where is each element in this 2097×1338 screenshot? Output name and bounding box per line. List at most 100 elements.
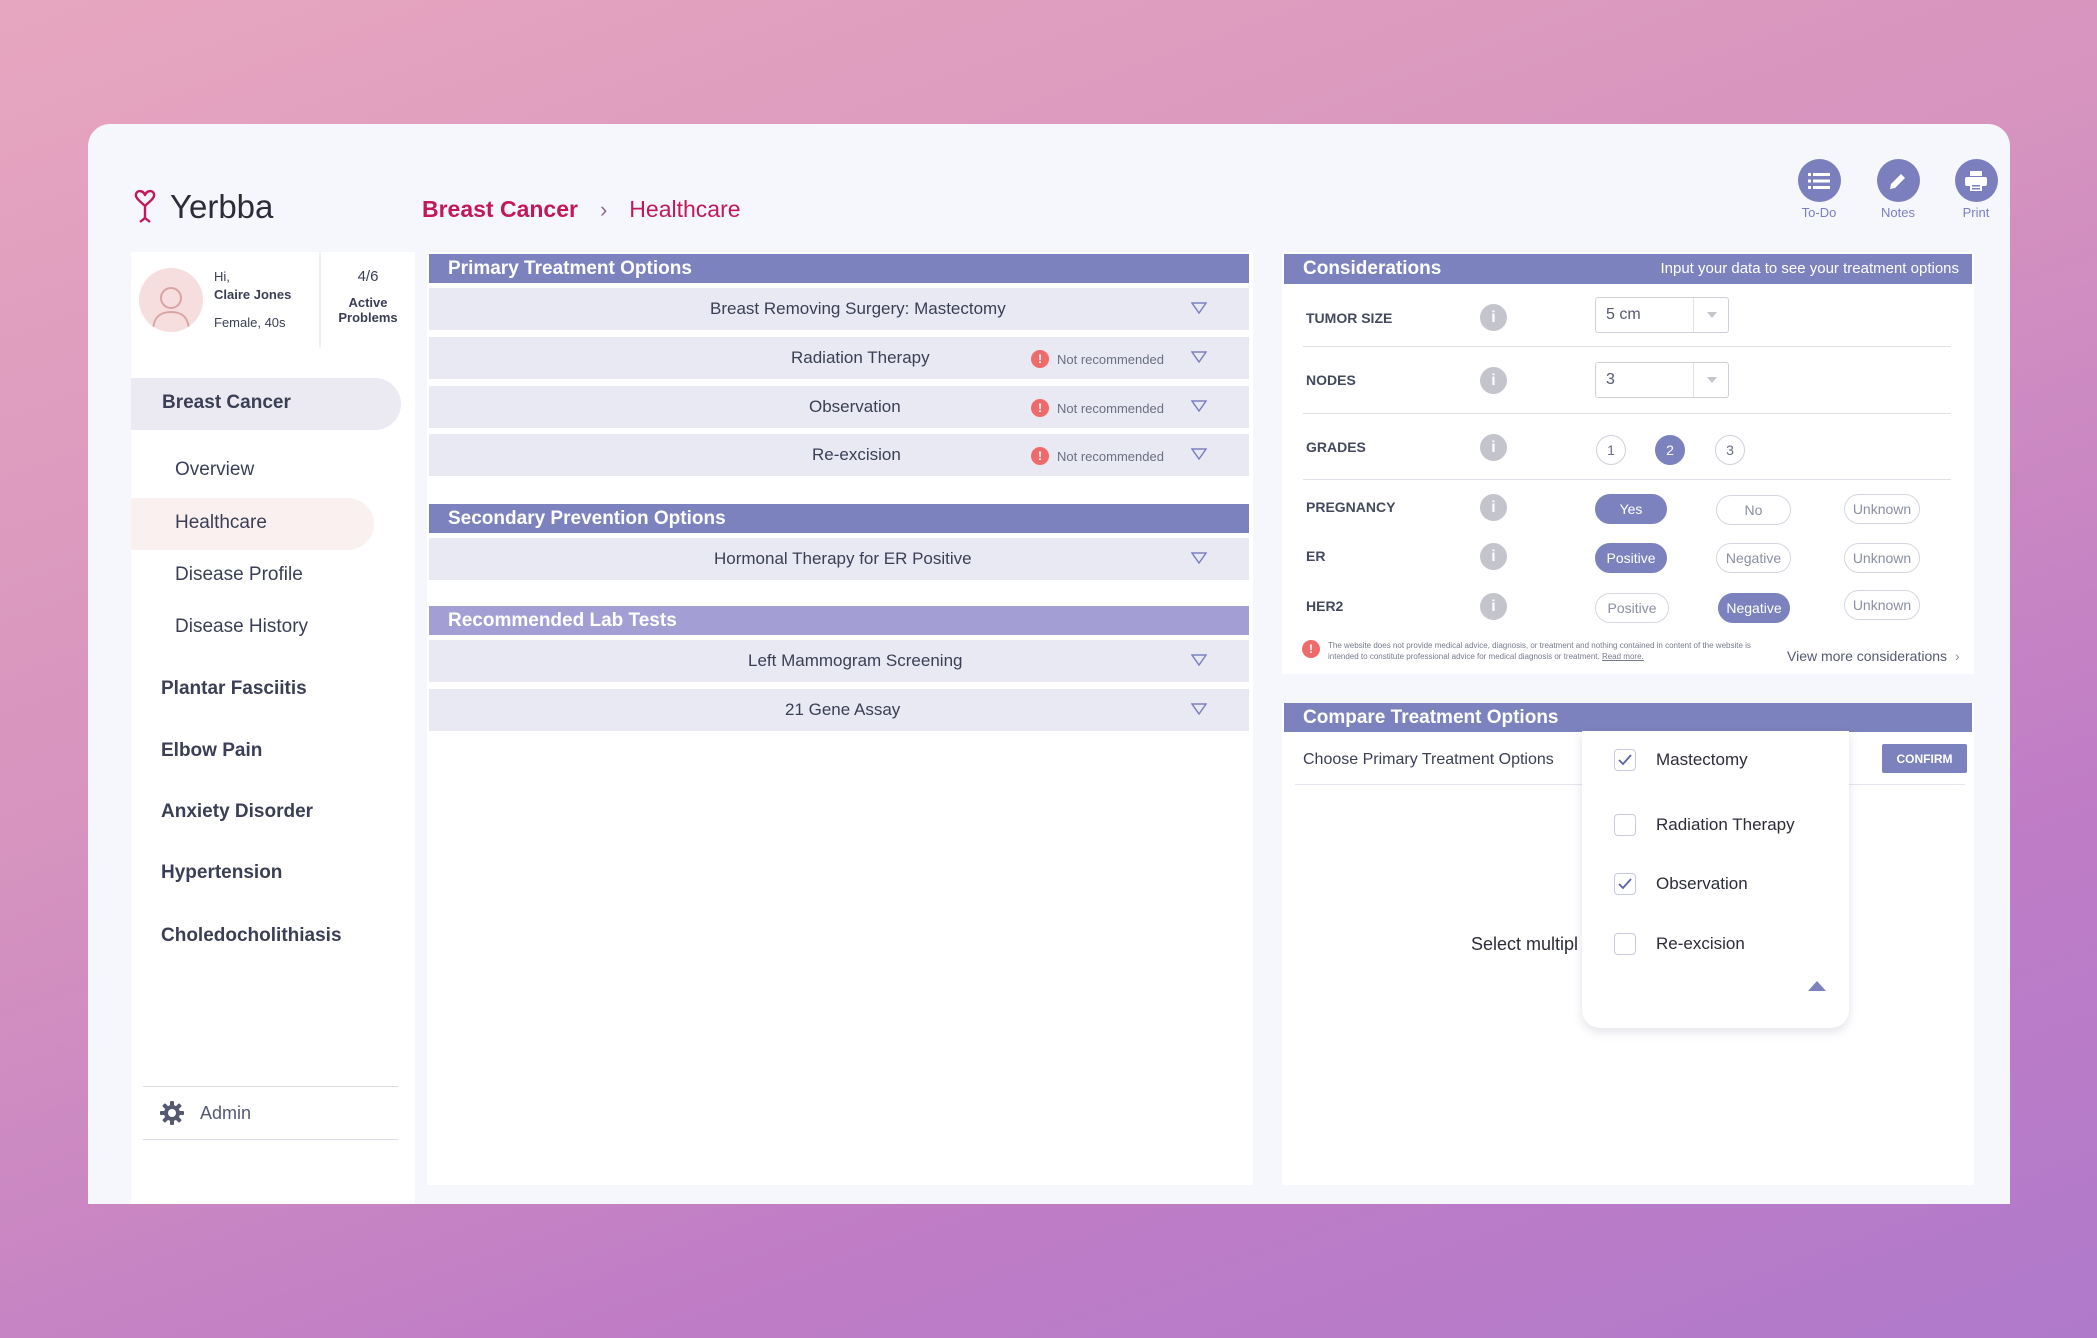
tumor-size-select[interactable]: 5 cm [1595, 297, 1729, 333]
lab-label: 21 Gene Assay [785, 700, 901, 719]
considerations-panel: Considerations Input your data to see yo… [1282, 252, 1974, 674]
chevron-down-icon [1191, 552, 1207, 564]
her2-label: HER2 [1306, 598, 1344, 614]
sidebar-subitem-overview[interactable]: Overview [175, 459, 255, 480]
treatment-label: Radiation Therapy [791, 348, 930, 367]
sidebar-item-breast-cancer[interactable]: Breast Cancer [131, 378, 401, 430]
pregnancy-no-option[interactable]: No [1716, 495, 1791, 525]
notes-label: Notes [1881, 205, 1915, 220]
tumor-size-label: TUMOR SIZE [1306, 310, 1393, 326]
primary-treatment-header: Primary Treatment Options [429, 254, 1249, 283]
info-icon[interactable]: i [1480, 593, 1507, 620]
treatment-label: Re-excision [812, 445, 901, 464]
caret-down-icon [1693, 298, 1729, 332]
problems-label-1: Active [348, 295, 388, 310]
lab-row-gene-assay[interactable]: 21 Gene Assay [429, 689, 1249, 731]
chevron-down-icon [1191, 448, 1207, 460]
chevron-right-icon: › [1954, 648, 1960, 664]
lab-row-mammogram[interactable]: Left Mammogram Screening [429, 640, 1249, 682]
active-problems[interactable]: 4/6 Active Problems [321, 252, 415, 348]
her2-positive-option[interactable]: Positive [1595, 593, 1669, 623]
sidebar-subitem-healthcare[interactable]: Healthcare [175, 512, 267, 533]
er-unknown-option[interactable]: Unknown [1844, 543, 1920, 573]
chevron-down-icon [1191, 703, 1207, 715]
sidebar-item-choledocholithiasis[interactable]: Choledocholithiasis [161, 925, 342, 946]
caret-up-icon[interactable] [1808, 981, 1826, 991]
option-label: Radiation Therapy [1656, 815, 1795, 834]
breadcrumb-page: Healthcare [629, 196, 741, 222]
treatment-options-panel: Primary Treatment Options Breast Removin… [427, 252, 1253, 1185]
checkbox-checked-icon[interactable] [1614, 873, 1636, 895]
view-more-considerations-link[interactable]: View more considerations › [1787, 648, 1960, 664]
person-icon [152, 287, 190, 332]
checkbox-icon[interactable] [1614, 814, 1636, 836]
er-positive-option[interactable]: Positive [1595, 543, 1667, 573]
info-icon[interactable]: i [1480, 434, 1507, 461]
secondary-prevention-header: Secondary Prevention Options [429, 504, 1249, 533]
option-observation[interactable]: Observation [1614, 873, 1748, 895]
read-more-link[interactable]: Read more. [1601, 652, 1644, 661]
admin-link[interactable]: Admin [143, 1086, 398, 1140]
select-multiple-placeholder: Select multipl [1471, 934, 1579, 954]
option-label: Observation [1656, 874, 1748, 893]
notes-button[interactable]: Notes [1863, 159, 1933, 220]
compare-header: Compare Treatment Options [1284, 703, 1972, 732]
treatment-row-radiation[interactable]: Radiation Therapy ! Not recommended [429, 337, 1249, 379]
sidebar-subitem-disease-profile[interactable]: Disease Profile [175, 564, 303, 585]
caret-down-icon [1693, 363, 1729, 397]
profile-info[interactable]: Hi, Claire Jones Female, 40s [131, 252, 321, 348]
patient-name: Claire Jones [214, 287, 292, 302]
nodes-select[interactable]: 3 [1595, 362, 1729, 398]
option-radiation-therapy[interactable]: Radiation Therapy [1614, 814, 1795, 836]
considerations-header: Considerations Input your data to see yo… [1284, 254, 1972, 284]
info-icon[interactable]: i [1480, 494, 1507, 521]
considerations-title: Considerations [1303, 258, 1442, 279]
status-badge: ! Not recommended [1031, 399, 1164, 417]
treatment-row-observation[interactable]: Observation ! Not recommended [429, 386, 1249, 428]
logo[interactable]: Yerbba [130, 188, 273, 226]
sidebar-item-anxiety-disorder[interactable]: Anxiety Disorder [161, 801, 314, 822]
checkbox-checked-icon[interactable] [1614, 749, 1636, 771]
her2-negative-option[interactable]: Negative [1718, 593, 1790, 623]
confirm-button[interactable]: CONFIRM [1882, 744, 1967, 773]
choose-label: Choose Primary Treatment Options [1303, 751, 1554, 768]
prevention-row-hormonal[interactable]: Hormonal Therapy for ER Positive [429, 538, 1249, 580]
divider [1303, 346, 1951, 347]
pregnancy-unknown-option[interactable]: Unknown [1844, 494, 1920, 524]
problems-count: 4/6 [357, 268, 379, 285]
treatment-row-re-excision[interactable]: Re-excision ! Not recommended [429, 434, 1249, 476]
sidebar-item-elbow-pain[interactable]: Elbow Pain [161, 740, 263, 761]
her2-unknown-option[interactable]: Unknown [1844, 590, 1920, 620]
pregnancy-label: PREGNANCY [1306, 499, 1396, 515]
sidebar-item-hypertension[interactable]: Hypertension [161, 862, 283, 883]
sidebar-item-plantar-fasciitis[interactable]: Plantar Fasciitis [161, 678, 307, 699]
sidebar-subitem-disease-history[interactable]: Disease History [175, 616, 309, 637]
print-label: Print [1962, 205, 1990, 220]
info-icon[interactable]: i [1480, 543, 1507, 570]
printer-icon [1954, 159, 1998, 202]
patient-details: Female, 40s [214, 315, 286, 330]
treatment-label: Breast Removing Surgery: Mastectomy [710, 299, 1006, 318]
print-button[interactable]: Print [1941, 159, 2010, 220]
info-icon[interactable]: i [1480, 304, 1507, 331]
todo-button[interactable]: To-Do [1784, 159, 1854, 220]
info-icon[interactable]: i [1480, 367, 1507, 394]
grade-2-option[interactable]: 2 [1655, 435, 1685, 465]
nodes-value: 3 [1606, 371, 1615, 388]
checkbox-icon[interactable] [1614, 933, 1636, 955]
view-more-label: View more considerations [1787, 648, 1948, 664]
chevron-right-icon: › [599, 196, 608, 222]
grade-3-option[interactable]: 3 [1715, 435, 1745, 465]
breadcrumb-section[interactable]: Breast Cancer [422, 196, 578, 222]
treatment-multiselect-dropdown: Mastectomy Radiation Therapy Observation… [1582, 731, 1849, 1028]
option-re-excision[interactable]: Re-excision [1614, 933, 1745, 955]
chevron-down-icon [1191, 400, 1207, 412]
grade-1-option[interactable]: 1 [1596, 435, 1626, 465]
pregnancy-yes-option[interactable]: Yes [1595, 494, 1667, 524]
status-text: Not recommended [1057, 448, 1164, 464]
option-mastectomy[interactable]: Mastectomy [1614, 749, 1748, 771]
app-window: Yerbba Breast Cancer › Healthcare To-Do … [88, 124, 2010, 1204]
er-negative-option[interactable]: Negative [1716, 543, 1791, 573]
sidebar: Hi, Claire Jones Female, 40s 4/6 Active … [131, 252, 415, 1204]
treatment-row-mastectomy[interactable]: Breast Removing Surgery: Mastectomy [429, 288, 1249, 330]
